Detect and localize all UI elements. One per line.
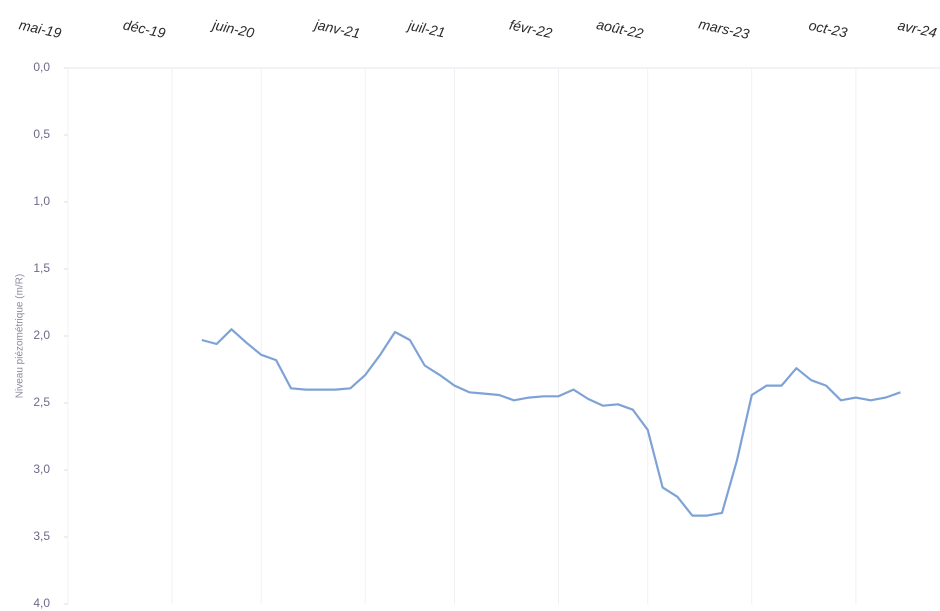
x-tick-label: févr-22: [508, 16, 554, 41]
y-tick-label: 3,5: [33, 529, 50, 543]
data-line: [201, 328, 901, 517]
x-tick-label: avr-24: [896, 17, 938, 41]
x-tick-label: oct-23: [807, 17, 849, 41]
x-tick-label: août-22: [595, 16, 645, 42]
y-tick-label: 1,5: [33, 261, 50, 275]
x-tick-label: juin-20: [209, 16, 256, 41]
x-tick-label: déc-19: [122, 16, 167, 41]
x-tick-label: janv-21: [311, 16, 361, 42]
y-tick-label: 4,0: [33, 596, 50, 610]
y-tick-label: 2,0: [33, 328, 50, 342]
x-tick-label: juil-21: [405, 17, 447, 41]
y-tick-label: 3,0: [33, 462, 50, 476]
y-tick-label: 1,0: [33, 194, 50, 208]
y-tick-label: 2,5: [33, 395, 50, 409]
x-tick-label: mai-19: [18, 16, 63, 41]
y-tick-label: 0,5: [33, 127, 50, 141]
y-tick-label: 0,0: [33, 60, 50, 74]
x-tick-label: mars-23: [697, 16, 751, 42]
y-axis-label: Niveau piézométrique (m/R): [15, 274, 26, 399]
